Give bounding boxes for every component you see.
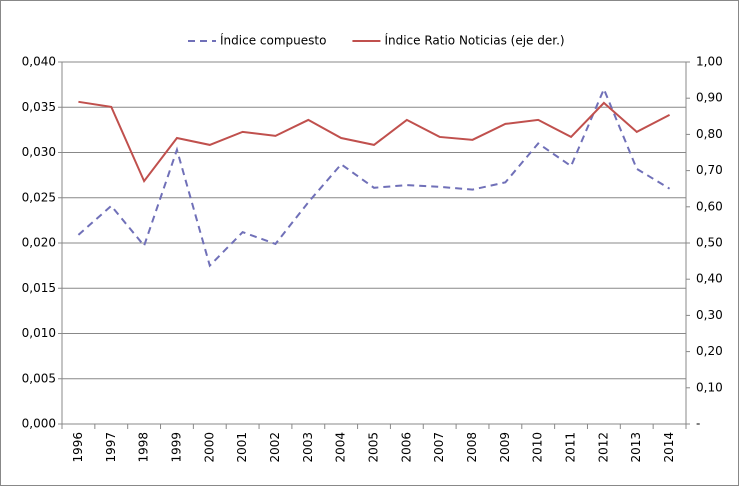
x-tick-label: 2003: [301, 432, 315, 463]
x-tick-label: 2010: [531, 432, 545, 463]
y-tick-label: 0,020: [22, 236, 56, 250]
legend-label: Índice compuesto: [220, 33, 326, 48]
legend-label: Índice Ratio Noticias (eje der.): [384, 33, 564, 48]
x-tick-label: 2009: [498, 432, 512, 463]
y-tick-label: 0,010: [22, 326, 56, 340]
x-tick-label: 2011: [564, 432, 578, 463]
y-tick-label: 0,035: [22, 100, 56, 114]
x-tick-label: 2012: [596, 432, 610, 463]
y2-tick-label: 0,40: [696, 272, 723, 286]
x-tick-label: 2006: [399, 432, 413, 463]
y2-tick-label: 1,00: [696, 55, 723, 69]
y2-tick-label: 0,70: [696, 163, 723, 177]
y-tick-label: 0,025: [22, 190, 56, 204]
y2-tick-label: 0,90: [696, 91, 723, 105]
x-tick-label: 2000: [202, 432, 216, 463]
series-line: [77, 86, 671, 268]
y-tick-label: 0,040: [22, 55, 56, 69]
y2-tick-label: 0,30: [696, 308, 723, 322]
x-tick-label: 2004: [334, 432, 348, 463]
y2-tick-label: 0,10: [696, 380, 723, 394]
x-tick-label: 1998: [137, 432, 151, 463]
x-tick-label: 1996: [71, 432, 85, 463]
x-tick-label: 2014: [662, 432, 676, 463]
y-tick-label: 0,030: [22, 145, 56, 159]
x-tick-label: 1999: [169, 432, 183, 463]
y2-tick-label: 0,80: [696, 127, 723, 141]
y2-tick-label: 0,50: [696, 236, 723, 250]
y-tick-label: 0,000: [22, 417, 56, 431]
y2-tick-label: 0,60: [696, 199, 723, 213]
x-tick-label: 2001: [235, 432, 249, 463]
x-tick-label: 2008: [465, 432, 479, 463]
y-tick-label: 0,015: [22, 281, 56, 295]
x-tick-label: 2013: [629, 432, 643, 463]
x-tick-label: 2005: [367, 432, 381, 463]
x-tick-label: 2007: [432, 432, 446, 463]
series-line: [78, 100, 671, 184]
y-tick-label: 0,005: [22, 371, 56, 385]
y2-tick-label: 0,20: [696, 344, 723, 358]
x-tick-label: 2002: [268, 432, 282, 463]
x-tick-label: 1997: [104, 432, 118, 463]
y2-tick-label: -: [696, 417, 700, 431]
